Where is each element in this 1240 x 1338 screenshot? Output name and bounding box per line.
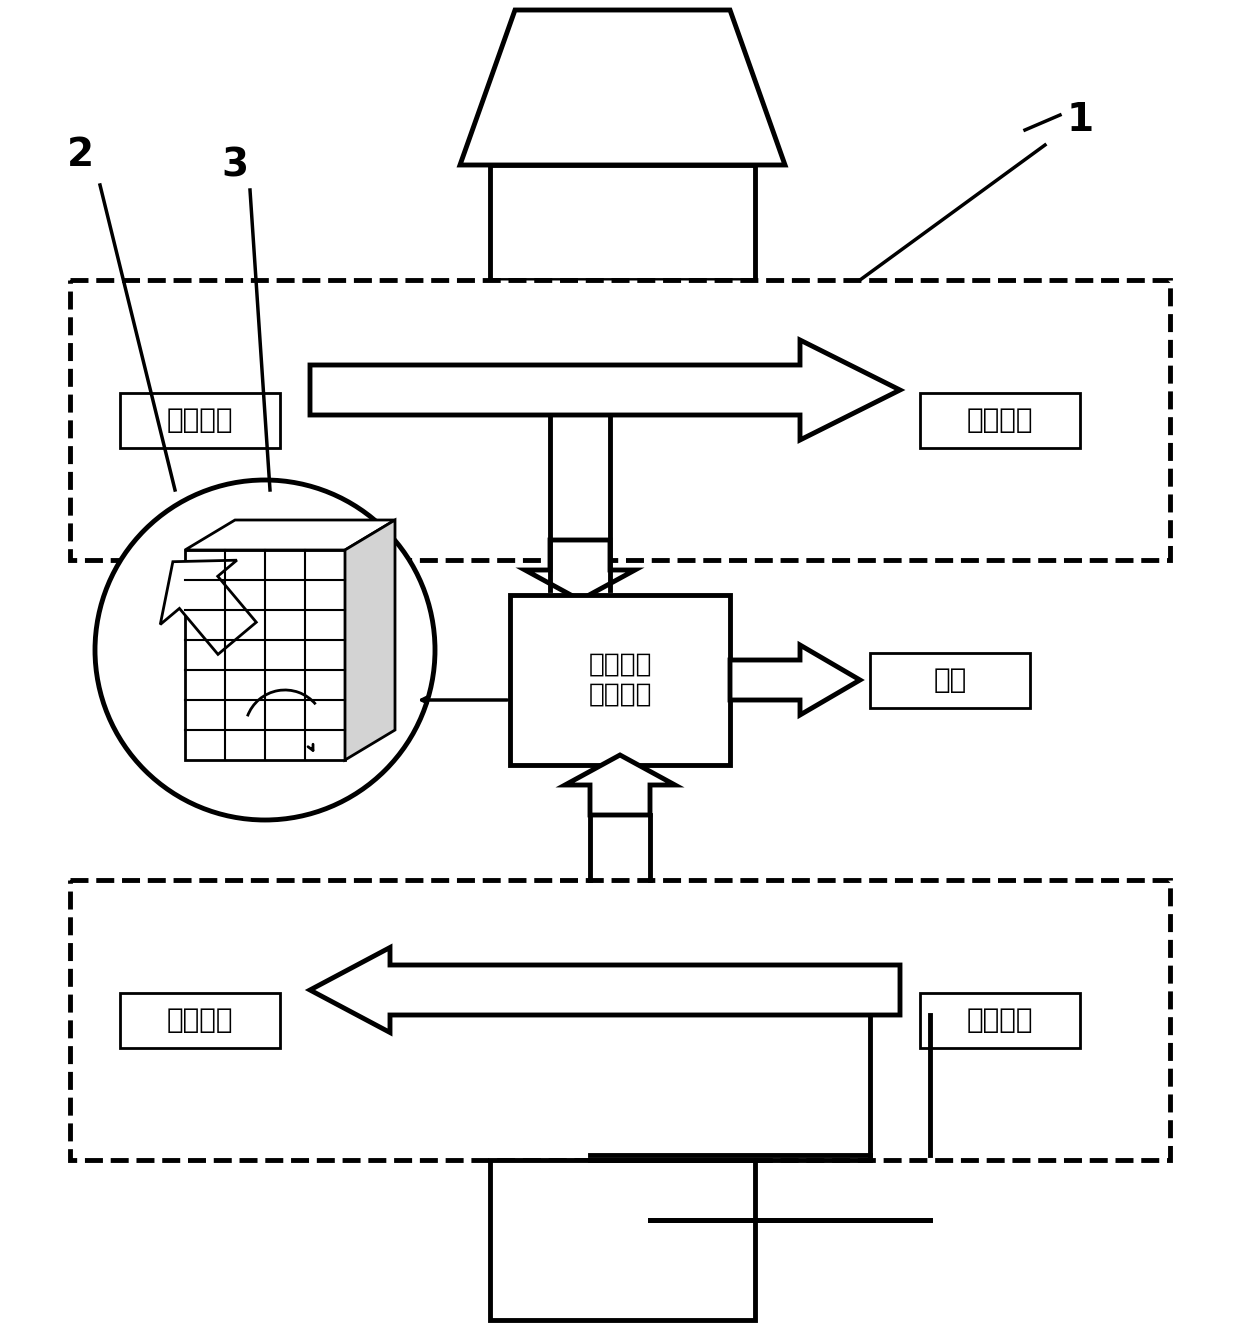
Text: 热电材料
收集能量: 热电材料 收集能量	[588, 652, 652, 708]
Polygon shape	[525, 541, 635, 599]
Bar	[490, 1160, 755, 1321]
Bar	[510, 595, 730, 765]
Polygon shape	[185, 520, 396, 550]
Polygon shape	[730, 645, 861, 714]
Text: 低温区域: 低温区域	[967, 405, 1033, 434]
Text: 高温区域: 高温区域	[967, 1006, 1033, 1034]
Polygon shape	[160, 561, 257, 654]
Text: 1: 1	[1066, 100, 1094, 139]
Text: 高温区域: 高温区域	[166, 405, 233, 434]
Bar	[920, 993, 1080, 1048]
Text: 3: 3	[222, 146, 248, 185]
Polygon shape	[310, 340, 900, 440]
Text: 发电: 发电	[934, 666, 967, 694]
Bar	[120, 392, 280, 447]
Polygon shape	[310, 947, 900, 1033]
Bar	[870, 653, 1030, 708]
Bar	[120, 993, 280, 1048]
Bar	[490, 165, 755, 280]
Bar	[69, 280, 1171, 561]
Polygon shape	[460, 9, 785, 165]
Text: 2: 2	[67, 136, 93, 174]
Bar	[920, 392, 1080, 447]
Bar	[185, 550, 345, 760]
Bar	[69, 880, 1171, 1160]
Polygon shape	[345, 520, 396, 760]
Circle shape	[95, 480, 435, 820]
Polygon shape	[565, 755, 675, 815]
Text: 低温区域: 低温区域	[166, 1006, 233, 1034]
